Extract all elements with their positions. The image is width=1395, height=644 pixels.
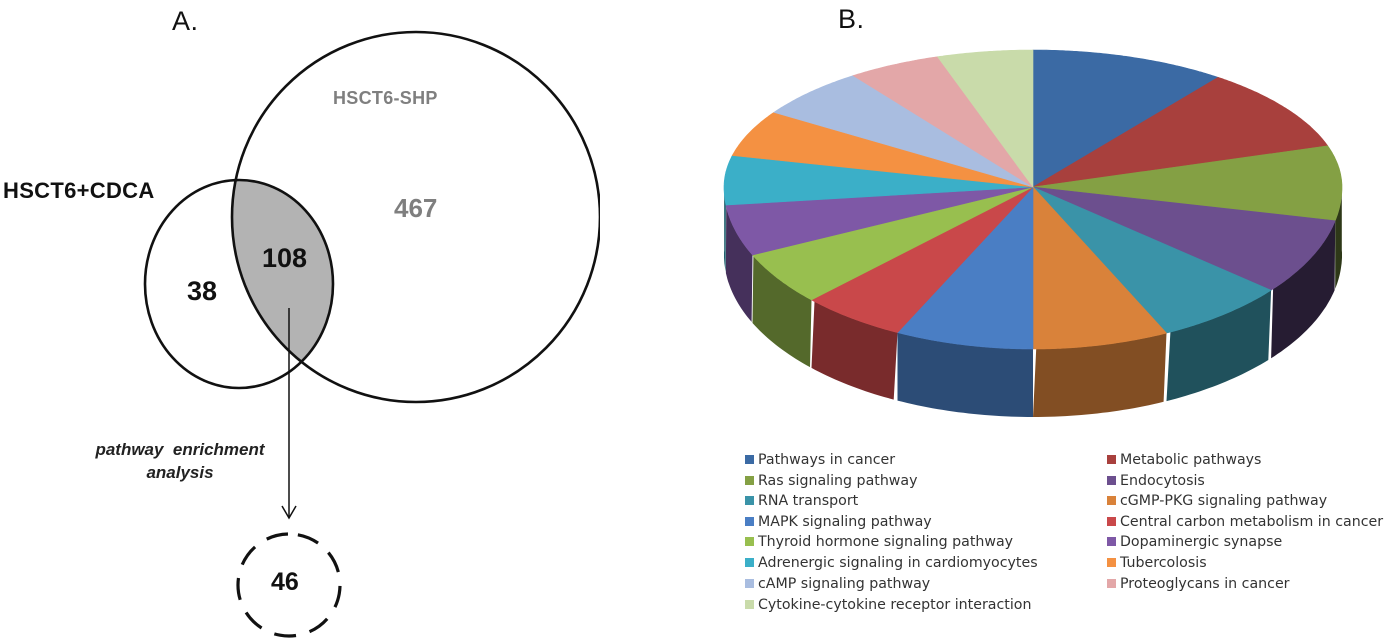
panel-b-label: B.	[838, 4, 865, 34]
legend-swatch-icon	[745, 537, 754, 546]
pie-side-11	[724, 183, 726, 272]
pie-side-6	[1033, 333, 1167, 417]
legend-label: Adrenergic signaling in cardiomyocytes	[758, 555, 1038, 571]
pie-slice-ras-signaling-pathway	[1032, 145, 1343, 222]
legend-item: Endocytosis	[1107, 471, 1205, 491]
legend-item: cGMP-PKG signaling pathway	[1107, 491, 1327, 511]
count-right-only: 467	[394, 193, 438, 223]
result-dashed-circle	[236, 532, 342, 638]
result-count: 46	[271, 568, 299, 596]
pie-slice-cgmp-pkg-signaling-pathway	[1032, 186, 1168, 350]
panel-a-label: A.	[172, 6, 199, 36]
legend-item: MAPK signaling pathway	[745, 512, 932, 532]
legend-swatch-icon	[745, 558, 754, 567]
enrichment-arrow-head-icon	[281, 505, 297, 520]
pie-side-9	[752, 256, 812, 368]
venn-set-hsct6-shp	[230, 30, 600, 404]
legend-label: MAPK signaling pathway	[758, 514, 932, 530]
legend-label: Pathways in cancer	[758, 452, 896, 468]
legend-label: Central carbon metabolism in cancer	[1120, 514, 1384, 530]
note-line-1: pathway enrichment	[95, 440, 265, 459]
pie-slice-tubercolosis	[731, 112, 1034, 188]
pie-slice-adrenergic-signaling-in-cardiomyocytes	[723, 155, 1034, 206]
pie-slice-rna-transport	[1032, 186, 1272, 334]
legend-swatch-icon	[1107, 558, 1116, 567]
legend-item: Thyroid hormone signaling pathway	[745, 532, 1013, 552]
pie-slice-metabolic-pathways	[1032, 76, 1329, 188]
legend-swatch-icon	[745, 600, 754, 609]
pie-slice-thyroid-hormone-signaling-pathway	[751, 186, 1034, 301]
legend-label: Ras signaling pathway	[758, 473, 918, 489]
pie-slice-cytokine-cytokine-receptor-interaction	[936, 49, 1034, 188]
legend-label: Endocytosis	[1120, 473, 1205, 489]
legend-swatch-icon	[745, 496, 754, 505]
note-line-2: analysis	[146, 463, 214, 482]
legend-swatch-icon	[1107, 455, 1116, 464]
count-intersection: 108	[262, 243, 308, 273]
legend-label: cAMP signaling pathway	[758, 576, 931, 592]
count-left-only: 38	[187, 276, 218, 306]
legend-swatch-icon	[1107, 476, 1116, 485]
legend-swatch-icon	[745, 476, 754, 485]
legend-swatch-icon	[1107, 537, 1116, 546]
legend-swatch-icon	[745, 455, 754, 464]
legend-label: Thyroid hormone signaling pathway	[758, 534, 1014, 550]
legend-swatch-icon	[1107, 496, 1116, 505]
pie-slice-camp-signaling-pathway	[773, 75, 1034, 188]
pie-slice-dopaminergic-synapse	[725, 186, 1034, 256]
legend-item: Dopaminergic synapse	[1107, 532, 1282, 552]
legend-item: Ras signaling pathway	[745, 471, 918, 491]
legend-label: Dopaminergic synapse	[1120, 534, 1283, 550]
pie-slice-endocytosis	[1032, 186, 1336, 291]
legend-label: Metabolic pathways	[1120, 452, 1262, 468]
legend-label: Cytokine-cytokine receptor interaction	[758, 597, 1032, 613]
legend-label: cGMP-PKG signaling pathway	[1120, 493, 1328, 509]
pie-slice-central-carbon-metabolism-in-cancer	[810, 186, 1034, 333]
pathway-enrichment-note: pathway enrichment analysis	[62, 438, 298, 484]
legend-swatch-icon	[1107, 579, 1116, 588]
legend-swatch-icon	[1107, 517, 1116, 526]
legend-label: Proteoglycans in cancer	[1120, 576, 1290, 592]
venn-diagram	[143, 30, 600, 638]
pie-side-4	[1271, 220, 1336, 359]
legend-item: cAMP signaling pathway	[745, 574, 930, 594]
legend-item: Central carbon metabolism in cancer	[1107, 512, 1383, 532]
pie-slice-proteoglycans-in-cancer	[852, 56, 1034, 188]
pie-slice-pathways-in-cancer	[1032, 49, 1219, 188]
set-label-hsct6-shp: HSCT6-SHP	[333, 88, 438, 108]
set-label-hsct6-cdca: HSCT6+CDCA	[3, 178, 155, 203]
legend-item: Cytokine-cytokine receptor interaction	[745, 595, 1031, 615]
legend-swatch-icon	[745, 517, 754, 526]
venn-set-hsct6-cdca	[143, 178, 335, 390]
legend-label: RNA transport	[758, 493, 859, 509]
legend-swatch-icon	[745, 579, 754, 588]
pie-side-10	[725, 206, 753, 322]
pie-slice-mapk-signaling-pathway	[896, 186, 1034, 350]
legend-item: Metabolic pathways	[1107, 450, 1261, 470]
legend-label: Tubercolosis	[1120, 555, 1207, 571]
pie-side-5	[1166, 290, 1272, 402]
pie-side-8	[811, 301, 898, 400]
legend-item: Tubercolosis	[1107, 553, 1207, 573]
pie-side-7	[897, 332, 1033, 417]
pie-side-3	[1335, 182, 1342, 289]
legend-item: Adrenergic signaling in cardiomyocytes	[745, 553, 1038, 573]
legend-item: RNA transport	[745, 491, 858, 511]
legend-item: Proteoglycans in cancer	[1107, 574, 1290, 594]
legend-item: Pathways in cancer	[745, 450, 895, 470]
